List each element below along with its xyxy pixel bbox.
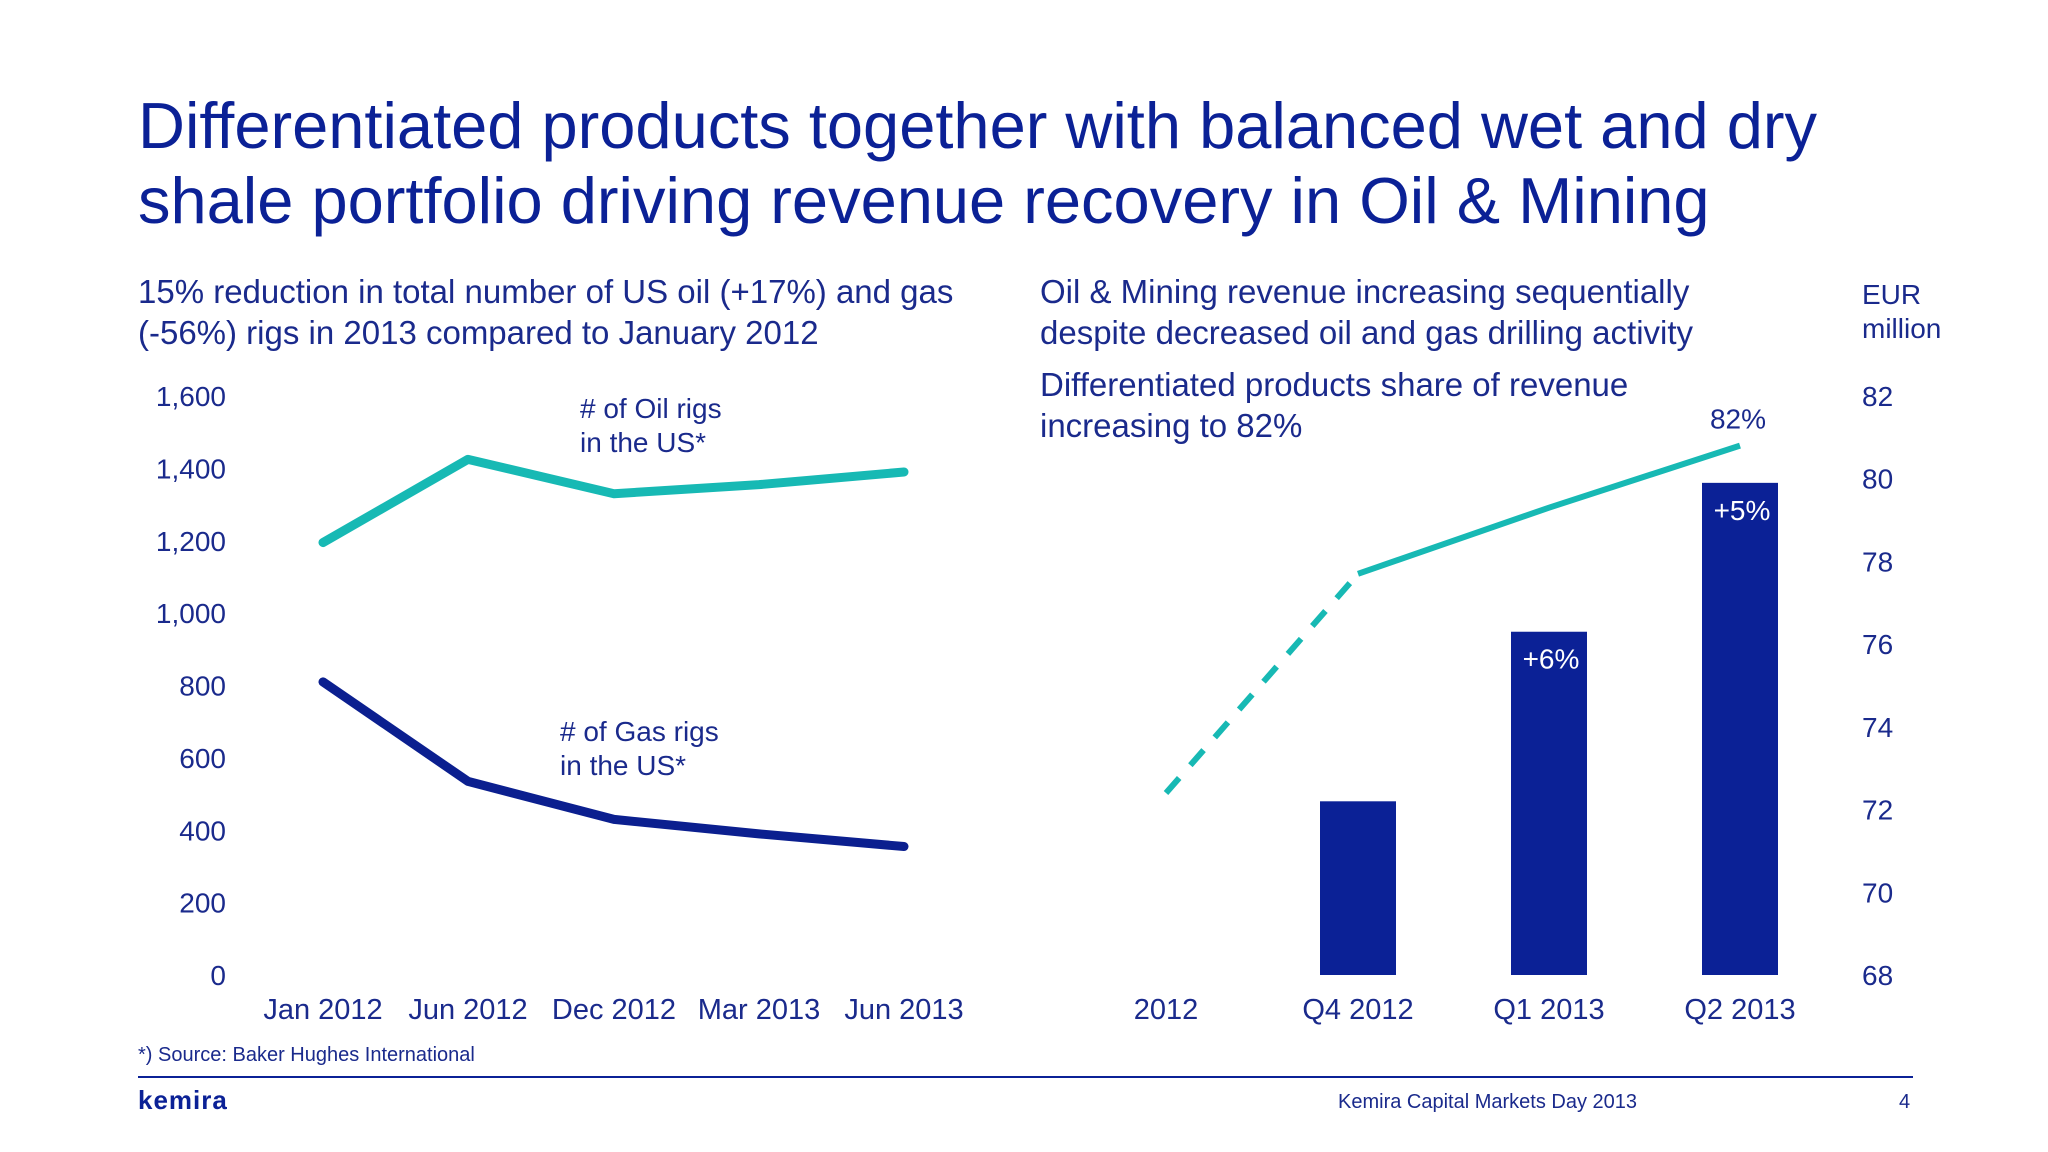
oil-rigs-label: in the US* <box>580 427 706 458</box>
source-footnote: *) Source: Baker Hughes International <box>138 1044 475 1066</box>
right-subtitle-2-line-1: Differentiated products share of revenue <box>1040 366 1629 403</box>
left-subtitle-line-2: (-56%) rigs in 2013 compared to January … <box>138 314 819 351</box>
right-y-tick-label: 68 <box>1862 960 1893 991</box>
left-x-tick-label: Jun 2012 <box>408 994 527 1026</box>
title-line-2: shale portfolio driving revenue recovery… <box>138 164 1710 237</box>
left-y-tick-label: 600 <box>179 743 226 774</box>
right-y-tick-label: 80 <box>1862 464 1893 495</box>
right-chart-share-note: Differentiated products share of revenue… <box>1040 364 1740 446</box>
page-number: 4 <box>1899 1091 1911 1113</box>
revenue-bar-chart: 68 70 72 74 76 78 80 82 2012 Q4 2012 Q1 2013 Q2 201… <box>1134 381 1893 1026</box>
right-x-tick-label: 2012 <box>1134 994 1199 1026</box>
left-y-tick-label: 200 <box>179 888 226 919</box>
bar-growth-label: +5% <box>1714 495 1771 526</box>
right-chart-subtitle: Oil & Mining revenue increasing sequenti… <box>1040 271 1760 353</box>
left-y-tick-label: 1,000 <box>156 598 226 629</box>
right-subtitle-1-line-2: despite decreased oil and gas drilling a… <box>1040 314 1694 351</box>
revenue-bar <box>1511 631 1587 975</box>
left-y-tick-label: 0 <box>210 960 226 991</box>
share-line-solid-segment <box>1357 442 1741 577</box>
right-y-tick-label: 74 <box>1862 712 1893 743</box>
left-x-tick-label: Jun 2013 <box>844 994 963 1026</box>
right-x-tick-label: Q2 2013 <box>1684 994 1795 1026</box>
right-subtitle-1-line-1: Oil & Mining revenue increasing sequenti… <box>1040 273 1690 310</box>
event-name: Kemira Capital Markets Day 2013 <box>1338 1091 1638 1113</box>
left-y-tick-label: 1,600 <box>156 381 226 412</box>
share-line-dashed-segment <box>1163 571 1361 796</box>
left-x-tick-label: Mar 2013 <box>698 994 821 1026</box>
oil-rigs-label: # of Oil rigs <box>580 393 722 424</box>
revenue-bar <box>1320 801 1396 975</box>
right-y-tick-label: 72 <box>1862 795 1893 826</box>
left-y-tick-label: 800 <box>179 671 226 702</box>
million-label: million <box>1862 313 1942 344</box>
kemira-logo: kemira <box>138 1085 228 1115</box>
right-y-tick-label: 78 <box>1862 546 1893 577</box>
right-subtitle-2-line-2: increasing to 82% <box>1040 407 1303 444</box>
slide-title: Differentiated products together with ba… <box>138 88 1998 238</box>
left-y-tick-label: 1,200 <box>156 526 226 557</box>
left-y-tick-label: 1,400 <box>156 453 226 484</box>
footer-divider <box>138 1076 1913 1078</box>
right-axis-unit-label: EUR million <box>1862 278 1941 346</box>
left-y-tick-label: 400 <box>179 815 226 846</box>
right-y-tick-label: 76 <box>1862 629 1893 660</box>
revenue-bar <box>1702 482 1778 975</box>
left-subtitle-line-1: 15% reduction in total number of US oil … <box>138 273 954 310</box>
left-x-tick-label: Jan 2012 <box>263 994 382 1026</box>
right-x-tick-label: Q1 2013 <box>1493 994 1604 1026</box>
right-y-tick-label: 70 <box>1862 877 1893 908</box>
bar-growth-label: +6% <box>1523 644 1580 675</box>
right-y-tick-label: 82 <box>1862 381 1893 412</box>
gas-rigs-label: # of Gas rigs <box>560 716 719 747</box>
oil-rigs-line <box>318 454 909 548</box>
rig-count-line-chart: 0 200 400 600 800 1,000 1,200 1,400 1,600 Jan 201… <box>156 381 964 1026</box>
left-x-tick-label: Dec 2012 <box>552 994 676 1026</box>
gas-rigs-label: in the US* <box>560 750 686 781</box>
left-chart-subtitle: 15% reduction in total number of US oil … <box>138 271 1008 353</box>
share-end-label: 82% <box>1710 404 1766 435</box>
eur-label: EUR <box>1862 279 1922 310</box>
title-line-1: Differentiated products together with ba… <box>138 89 1817 162</box>
right-x-tick-label: Q4 2012 <box>1302 994 1413 1026</box>
